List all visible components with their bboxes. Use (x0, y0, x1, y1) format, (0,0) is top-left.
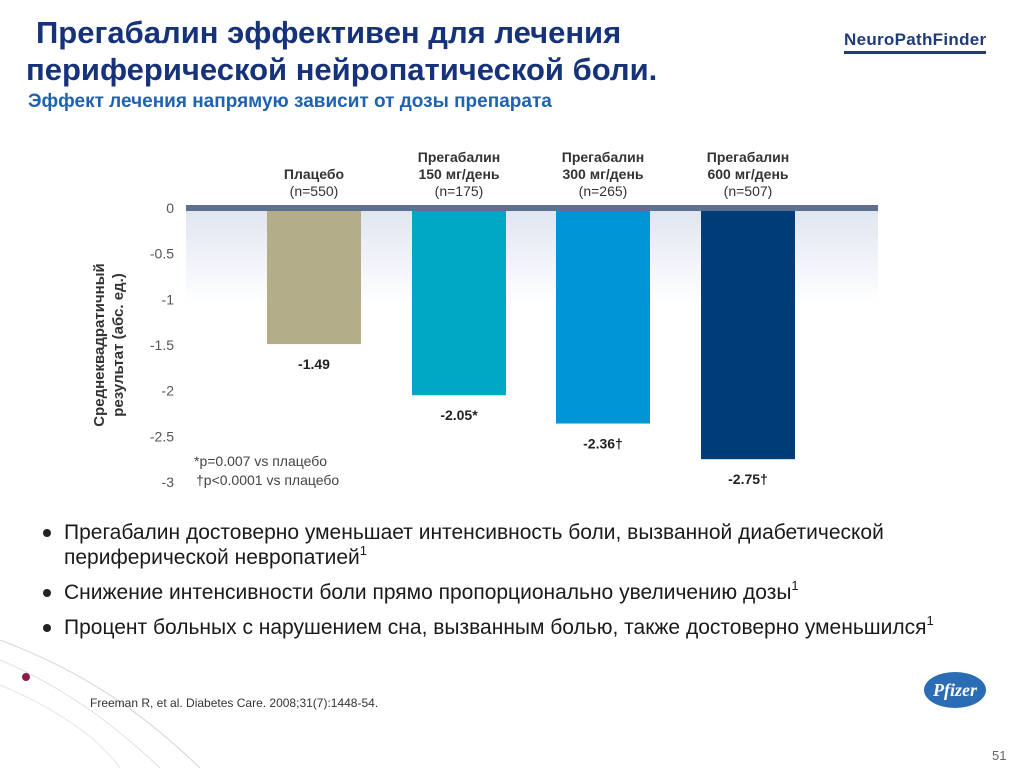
bar (267, 211, 361, 345)
y-tick-label: -1.5 (150, 337, 174, 353)
data-label: -1.49 (298, 356, 330, 372)
accent-dot (22, 673, 30, 681)
category-n-label: (n=550) (290, 183, 339, 199)
title-line-1: Прегабалин эффективен для лечения (36, 15, 622, 50)
category-n-label: (n=175) (435, 183, 484, 199)
category-label: Прегабалин (418, 149, 500, 165)
bar (701, 211, 795, 460)
page-number: 51 (992, 748, 1007, 763)
category-n-label: (n=265) (579, 183, 628, 199)
chart-footnote: *p=0.007 vs плацебо (194, 453, 327, 469)
pfizer-logo: Pfizer (924, 672, 986, 708)
bullet-item: Процент больных с нарушением сна, вызван… (42, 614, 942, 640)
category-n-label: (n=507) (724, 183, 773, 199)
category-label: 150 мг/день (418, 166, 499, 182)
slide-subtitle: Эффект лечения напрямую зависит от дозы … (28, 91, 552, 112)
data-label: -2.36† (583, 436, 623, 452)
y-tick-label: -3 (162, 474, 175, 490)
y-tick-label: -2.5 (150, 428, 174, 444)
bar (556, 211, 650, 424)
category-label: Прегабалин (707, 149, 789, 165)
bullet-item: Прегабалин достоверно уменьшает интенсив… (42, 520, 942, 570)
reference-citation: Freeman R, et al. Diabetes Care. 2008;31… (90, 696, 379, 710)
y-tick-label: 0 (166, 200, 174, 216)
bullet-list: Прегабалин достоверно уменьшает интенсив… (42, 520, 942, 650)
category-label: Прегабалин (562, 149, 644, 165)
y-tick-label: -1 (162, 291, 175, 307)
data-label: -2.75† (728, 471, 768, 487)
category-label: Плацебо (284, 166, 344, 182)
chart-footnote: †p<0.0001 vs плацебо (196, 472, 339, 488)
category-label: 300 мг/день (562, 166, 643, 182)
bar (412, 211, 506, 396)
y-tick-label: -2 (162, 383, 175, 399)
category-label: 600 мг/день (707, 166, 788, 182)
decorative-swirl (0, 639, 201, 768)
zero-axis-line (186, 205, 878, 211)
slide-title: Прегабалин эффективен для лечения перифе… (26, 14, 806, 88)
neuropathfinder-logo: NeuroPathFinder (844, 30, 986, 56)
y-axis-label: Среднеквадратичный результат (абс. ед.) (91, 263, 127, 427)
title-line-2: периферической нейропатической боли. (26, 52, 658, 87)
bullet-item: Снижение интенсивности боли прямо пропор… (42, 579, 942, 605)
y-tick-label: -0.5 (150, 246, 174, 262)
data-label: -2.05* (440, 407, 478, 423)
